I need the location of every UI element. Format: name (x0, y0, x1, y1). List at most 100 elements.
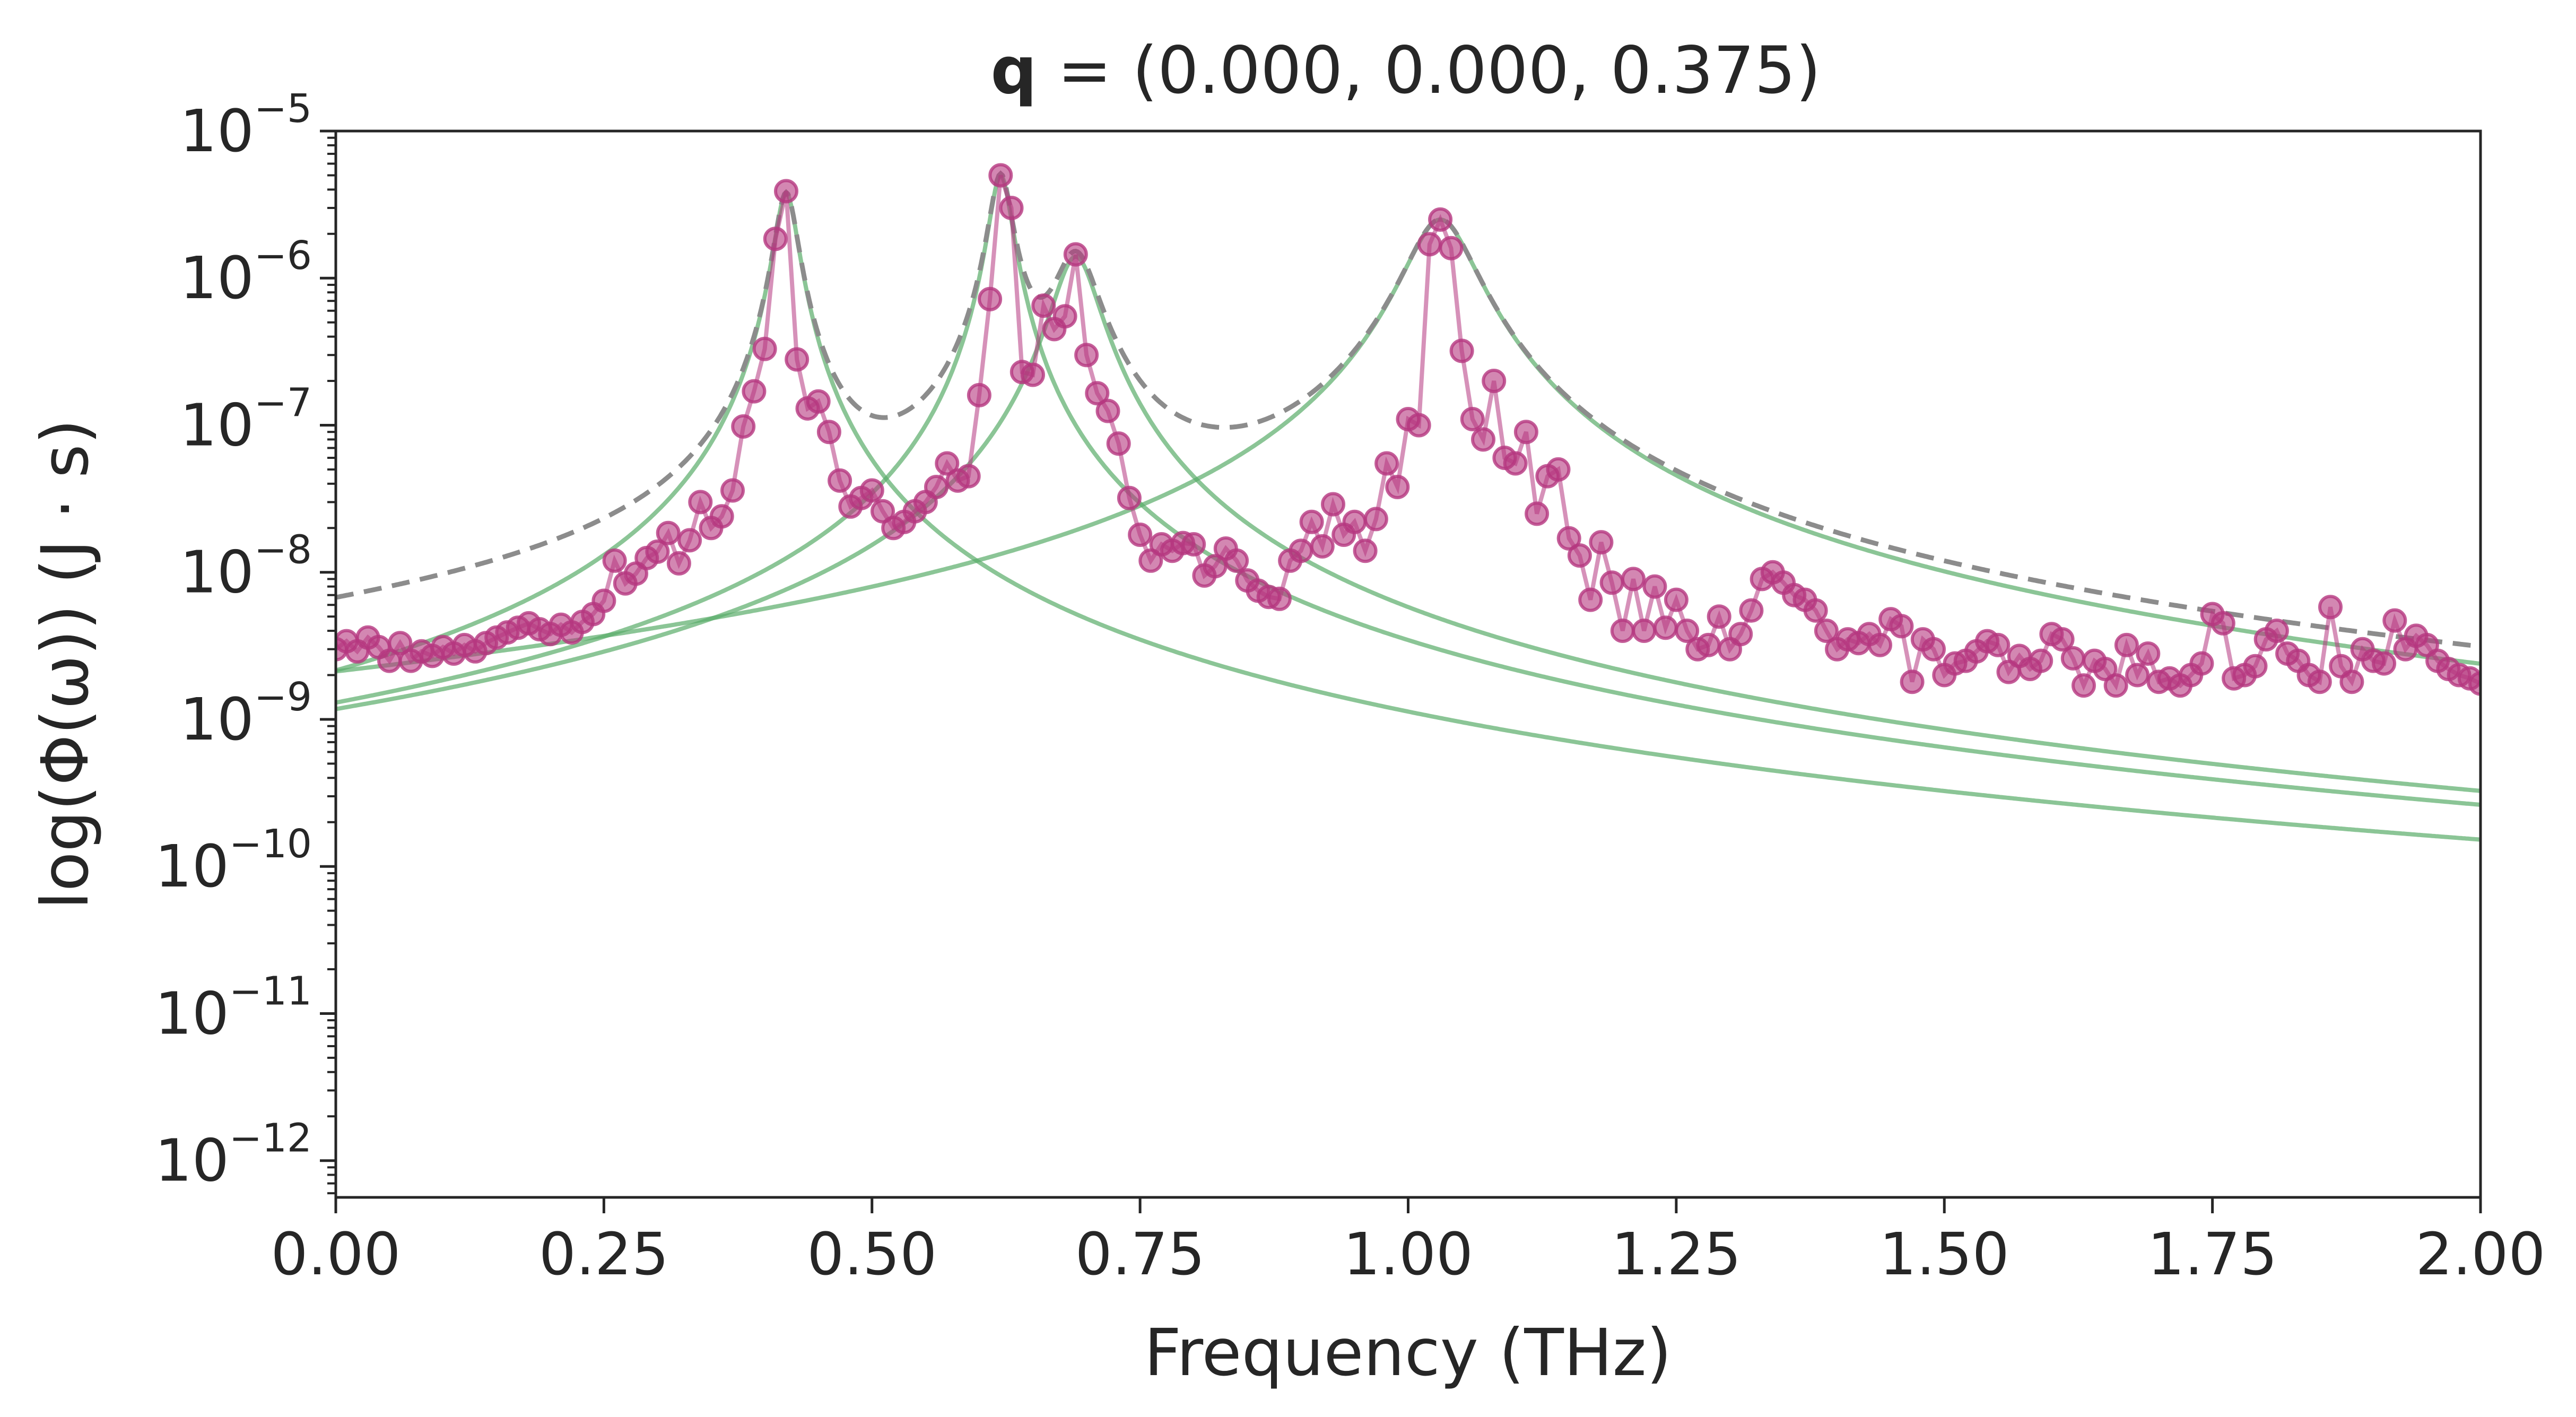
data-point (2103, 673, 2128, 698)
data-point (1460, 407, 1485, 431)
data-point (1814, 619, 1839, 643)
data-point (1675, 619, 1700, 643)
data-point (1900, 670, 1925, 694)
data-point (785, 347, 810, 372)
data-point (2072, 673, 2096, 698)
data-point (1021, 362, 1045, 387)
data-point (1868, 632, 1892, 657)
data-point (1267, 586, 1292, 611)
data-point (978, 286, 1003, 311)
data-point (2372, 651, 2397, 676)
data-point (688, 490, 713, 515)
data-point (1803, 598, 1828, 623)
data-point (1128, 523, 1153, 547)
x-tick-label: 1.50 (1879, 1220, 2009, 1288)
data-point (2093, 657, 2118, 681)
data-point (1889, 614, 1914, 639)
data-point (2339, 670, 2364, 694)
data-point (2136, 641, 2161, 666)
x-tick-label: 1.25 (1611, 1220, 1741, 1288)
x-axis: 0.00 0.25 0.50 0.75 1.00 1.25 1.50 1.75 2.00 (271, 1197, 2546, 1288)
data-point (2114, 632, 2139, 657)
data-point (1664, 587, 1689, 612)
chart-title: q = (0.000, 0.000, 0.375) (990, 33, 1821, 108)
data-point (806, 389, 831, 414)
data-point (1085, 381, 1110, 406)
x-tick-label: 1.00 (1343, 1220, 1473, 1288)
data-point (988, 163, 1013, 188)
data-point (1449, 338, 1474, 363)
data-point (1342, 509, 1367, 534)
data-point (1417, 232, 1442, 257)
data-point (2211, 611, 2235, 636)
data-point (645, 539, 670, 564)
data-point (1289, 538, 1313, 563)
y-tick-label: 10−6 (180, 233, 312, 312)
data-point (967, 382, 991, 407)
x-tick-label: 0.00 (271, 1220, 401, 1288)
data-point (656, 520, 681, 545)
data-point (1482, 369, 1507, 393)
y-tick-label: 10−7 (180, 380, 312, 459)
y-tick-label: 10−5 (180, 86, 312, 165)
data-point (1513, 420, 1538, 445)
y-axis: 10−5 10−6 10−7 10−8 10−9 10−10 10−11 10−12 (155, 86, 336, 1195)
data-point (1299, 509, 1324, 534)
x-tick-label: 2.00 (2416, 1220, 2546, 1288)
data-point (1599, 570, 1624, 595)
data-point (709, 504, 734, 529)
x-tick-label: 1.75 (2147, 1220, 2277, 1288)
data-point (1353, 538, 1378, 563)
data-point (1632, 619, 1657, 643)
data-point (1428, 207, 1453, 232)
data-point (742, 379, 767, 404)
data-point (2307, 670, 2332, 694)
x-axis-label: Frequency (THz) (1144, 1315, 1672, 1390)
data-point (956, 464, 981, 489)
data-point (1642, 574, 1667, 599)
mode-curve-2 (336, 172, 2481, 807)
x-tick-label: 0.25 (539, 1220, 669, 1288)
data-point (1921, 637, 1946, 662)
data-point (1525, 501, 1550, 526)
y-tick-label: 10−9 (180, 674, 312, 753)
data-point (731, 414, 756, 439)
data-point (1031, 293, 1056, 318)
y-tick-label: 10−10 (155, 821, 312, 900)
data-point (1621, 567, 1646, 592)
data-point (2050, 627, 2075, 652)
data-point (1546, 457, 1571, 482)
data-point (774, 179, 798, 204)
chart-title-bold: q (990, 33, 1037, 108)
data-point (828, 468, 852, 493)
data-point (1728, 622, 1753, 647)
data-point (1321, 492, 1345, 517)
data-point (2189, 651, 2214, 676)
data-point (1406, 413, 1431, 438)
data-point (1074, 343, 1099, 368)
data-point (1589, 530, 1614, 555)
data-point (2029, 648, 2053, 673)
data-point (666, 551, 691, 576)
x-tick-label: 0.75 (1075, 1220, 1205, 1288)
data-point (1052, 304, 1077, 329)
data-point (720, 478, 745, 503)
data-point (1556, 526, 1581, 551)
data-point (935, 451, 960, 476)
total-fit-line (336, 170, 2481, 649)
x-tick-label: 0.50 (807, 1220, 937, 1288)
chart-title-text: = (0.000, 0.000, 0.375) (1037, 33, 1821, 108)
data-point (1117, 485, 1142, 510)
data-point (1471, 427, 1495, 452)
data-point (1363, 507, 1388, 532)
data-point (2125, 663, 2150, 688)
mode-curve-4 (336, 217, 2481, 674)
data-point (1310, 534, 1335, 559)
data-point (1567, 543, 1592, 568)
data-point (871, 499, 895, 524)
data-point (2382, 608, 2407, 633)
data-point (999, 196, 1024, 220)
data-point (816, 420, 841, 445)
data-point (1224, 548, 1249, 573)
plot-frame (334, 129, 2482, 1199)
